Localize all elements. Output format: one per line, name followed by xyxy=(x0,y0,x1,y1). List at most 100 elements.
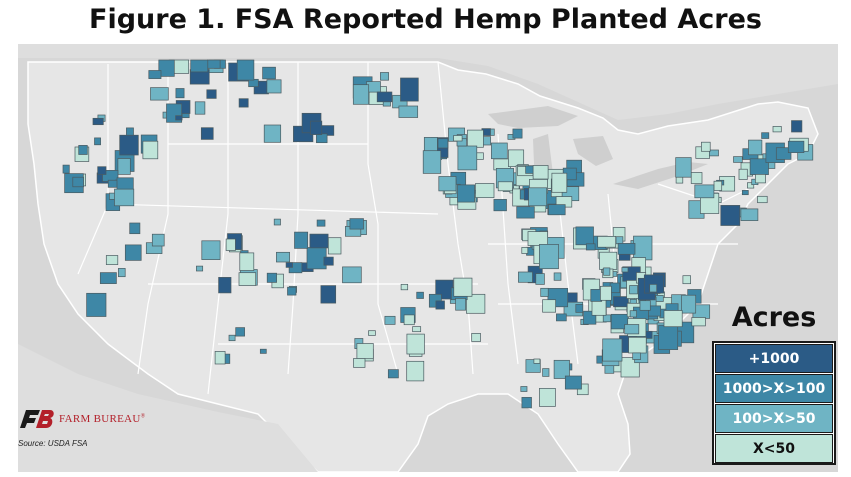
farm-bureau-logo: FARM BUREAU® xyxy=(18,408,146,430)
county-shape xyxy=(748,139,763,156)
county-shape xyxy=(564,375,582,390)
county-shape xyxy=(508,149,525,167)
county-shape xyxy=(548,204,566,216)
county-shape xyxy=(675,157,692,178)
county-shape xyxy=(239,252,255,271)
source-note: Source: USDA FSA xyxy=(18,439,88,448)
county-shape xyxy=(457,145,478,171)
county-shape xyxy=(535,273,545,285)
county-shape xyxy=(701,141,711,152)
county-shape xyxy=(201,240,221,260)
county-shape xyxy=(613,296,629,308)
county-shape xyxy=(225,238,236,251)
county-shape xyxy=(643,274,665,294)
county-shape xyxy=(639,300,651,311)
county-shape xyxy=(309,233,329,249)
county-shape xyxy=(398,105,419,118)
county-shape xyxy=(356,343,374,360)
county-shape xyxy=(649,284,658,293)
county-shape xyxy=(349,218,364,230)
county-shape xyxy=(196,265,204,272)
county-shape xyxy=(599,251,618,270)
county-shape xyxy=(528,187,548,207)
county-shape xyxy=(629,310,637,318)
county-shape xyxy=(285,262,293,268)
county-shape xyxy=(455,298,466,311)
farm-bureau-mark-icon xyxy=(20,410,54,428)
county-shape xyxy=(600,285,612,301)
county-shape xyxy=(142,140,159,160)
legend-item-1000-plus: +1000 xyxy=(715,344,833,373)
county-shape xyxy=(238,98,249,108)
county-shape xyxy=(512,128,523,139)
county-shape xyxy=(352,84,370,105)
county-shape xyxy=(259,348,267,354)
county-shape xyxy=(740,208,759,221)
county-shape xyxy=(119,134,139,156)
county-shape xyxy=(755,174,766,184)
county-shape xyxy=(553,359,570,379)
county-shape xyxy=(655,295,664,302)
county-shape xyxy=(403,314,415,326)
county-shape xyxy=(467,129,484,148)
county-shape xyxy=(117,158,131,175)
county-shape xyxy=(645,330,653,339)
county-shape xyxy=(382,101,391,107)
county-shape xyxy=(542,368,550,377)
county-shape xyxy=(775,147,792,160)
county-shape xyxy=(406,360,425,382)
county-shape xyxy=(238,272,257,286)
county-shape xyxy=(97,166,107,175)
county-shape xyxy=(416,291,424,299)
county-shape xyxy=(316,219,326,227)
county-shape xyxy=(214,351,226,365)
county-shape xyxy=(118,268,126,278)
county-shape xyxy=(62,164,70,174)
county-shape xyxy=(235,327,245,337)
county-shape xyxy=(412,326,422,333)
county-shape xyxy=(206,59,221,69)
county-shape xyxy=(148,70,162,79)
county-shape xyxy=(747,182,755,189)
county-shape xyxy=(691,317,706,327)
registered-mark: ® xyxy=(140,413,146,420)
county-shape xyxy=(663,310,683,328)
county-shape xyxy=(597,236,617,248)
county-shape xyxy=(306,247,327,270)
county-shape xyxy=(105,255,119,265)
county-shape xyxy=(553,272,562,281)
county-shape xyxy=(309,120,323,135)
county-shape xyxy=(72,176,84,188)
county-shape xyxy=(602,314,612,323)
county-shape xyxy=(475,183,495,198)
county-shape xyxy=(175,115,183,121)
legend-item-100-1000: 1000>X>100 xyxy=(715,374,833,403)
county-shapes xyxy=(62,59,814,409)
canada-region xyxy=(18,44,838,120)
county-shape xyxy=(406,333,425,355)
county-shape xyxy=(757,195,768,204)
county-shape xyxy=(491,142,508,160)
county-shape xyxy=(681,294,697,314)
county-shape xyxy=(92,117,104,126)
figure-title: Figure 1. FSA Reported Hemp Planted Acre… xyxy=(89,4,762,35)
county-shape xyxy=(709,149,719,157)
county-shape xyxy=(206,89,217,99)
county-shape xyxy=(453,277,473,297)
county-shape xyxy=(194,101,206,115)
county-shape xyxy=(435,300,445,310)
county-shape xyxy=(262,66,276,80)
county-shape xyxy=(540,287,549,297)
county-shape xyxy=(694,184,715,199)
legend-item-under-50: X<50 xyxy=(715,434,833,463)
county-shape xyxy=(380,72,389,81)
county-shape xyxy=(294,231,309,249)
county-shape xyxy=(629,285,638,295)
county-shape xyxy=(720,205,741,226)
county-shape xyxy=(437,138,449,149)
county-shape xyxy=(521,247,529,254)
county-shape xyxy=(158,59,175,77)
county-shape xyxy=(200,127,214,140)
county-shape xyxy=(150,87,169,101)
county-shape xyxy=(266,79,282,94)
